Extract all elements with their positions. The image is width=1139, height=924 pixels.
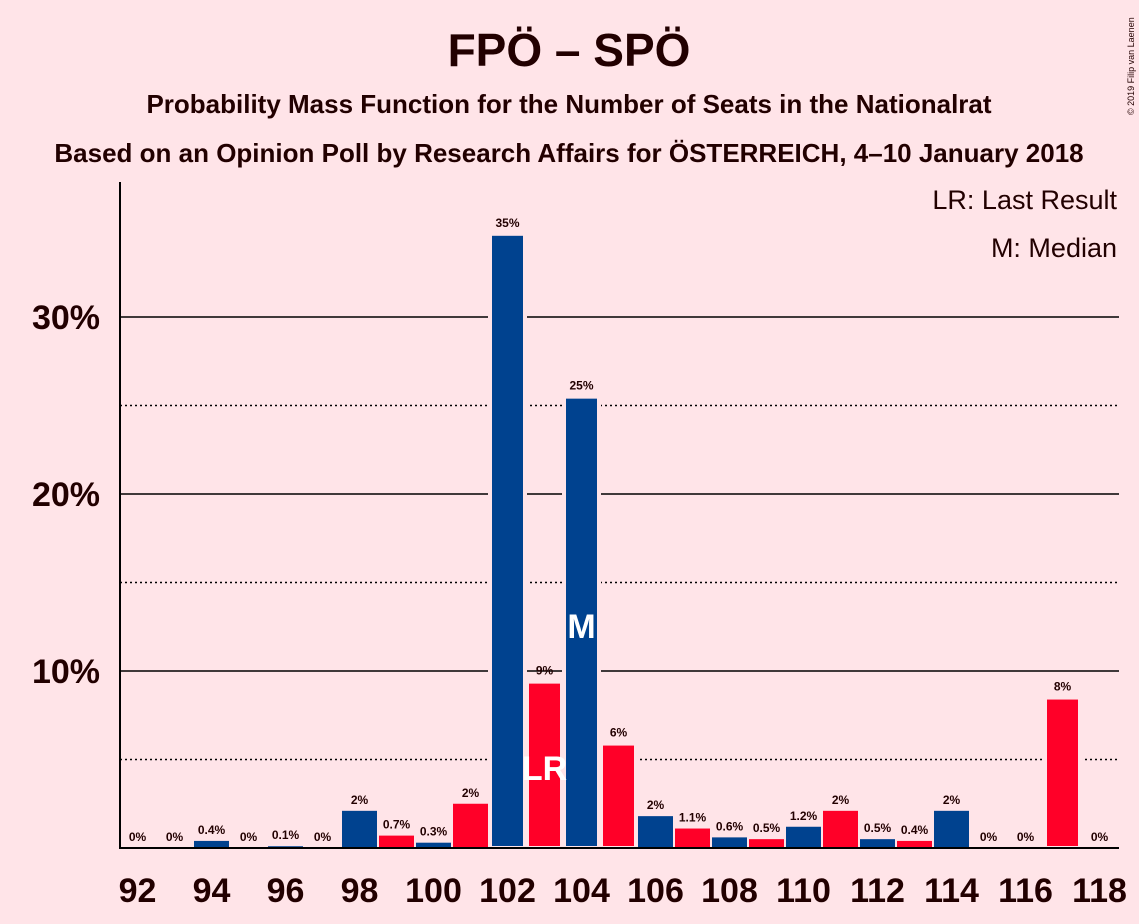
data-label-115: 0% xyxy=(980,830,998,844)
data-label-110: 1.2% xyxy=(790,809,818,823)
x-tick-label: 92 xyxy=(119,872,157,910)
x-tick-label: 104 xyxy=(553,872,610,910)
data-label-114: 2% xyxy=(943,793,961,807)
data-label-107: 1.1% xyxy=(679,811,707,825)
y-tick-label: 30% xyxy=(32,299,100,337)
data-label-109: 0.5% xyxy=(753,821,781,835)
data-label-100: 0.3% xyxy=(420,825,448,839)
data-label-108: 0.6% xyxy=(716,819,744,833)
x-tick-label: 96 xyxy=(267,872,305,910)
y-tick-label: 20% xyxy=(32,476,100,514)
data-label-94: 0.4% xyxy=(198,823,226,837)
bar-117 xyxy=(1043,695,1082,850)
data-labels: 0% 0% 0.4% 0% 0.1% 0% 2% 0.7% 0.3% 2% 35% 9% 25% 6% 2%… xyxy=(129,216,1109,844)
x-tick-label: 98 xyxy=(341,872,379,910)
data-label-104: 25% xyxy=(569,379,593,393)
bar-markers: LR M xyxy=(522,608,596,788)
data-label-113: 0.4% xyxy=(901,823,929,837)
copyright-note: © 2019 Filip van Laenen xyxy=(1126,17,1136,115)
bar-110 xyxy=(786,826,821,848)
chart-subtitle: Probability Mass Function for the Number… xyxy=(146,89,991,119)
bar-114 xyxy=(934,810,969,848)
data-label-111: 2% xyxy=(832,793,850,807)
chart-subtitle-poll: Based on an Opinion Poll by Research Aff… xyxy=(54,138,1083,168)
x-tick-label: 114 xyxy=(924,872,979,910)
bar-108 xyxy=(712,837,747,848)
bar-101 xyxy=(453,803,488,848)
bar-100 xyxy=(416,842,451,848)
x-tick-label: 118 xyxy=(1072,872,1127,910)
data-label-98: 2% xyxy=(351,793,369,807)
data-label-102: 35% xyxy=(495,216,519,230)
bar-111 xyxy=(823,810,858,848)
bar-112 xyxy=(860,839,895,848)
y-tick-label: 10% xyxy=(32,653,100,691)
marker-m: M xyxy=(567,608,595,646)
x-axis-ticks: 92 94 96 98 100 102 104 106 108 110 112 114 116 118 xyxy=(119,872,1127,910)
x-tick-label: 100 xyxy=(405,872,462,910)
bar-94 xyxy=(194,840,229,848)
x-tick-label: 102 xyxy=(479,872,536,910)
data-label-106: 2% xyxy=(647,798,665,812)
bar-113 xyxy=(897,840,932,848)
x-tick-label: 110 xyxy=(776,872,831,910)
data-label-118: 0% xyxy=(1091,830,1109,844)
x-tick-label: 108 xyxy=(701,872,758,910)
bar-109 xyxy=(749,839,784,848)
x-tick-label: 106 xyxy=(627,872,684,910)
y-axis-ticks: 10% 20% 30% xyxy=(32,299,100,691)
data-label-97: 0% xyxy=(314,830,332,844)
data-label-103: 9% xyxy=(536,664,554,678)
marker-lr: LR xyxy=(522,750,567,788)
legend-last-result: LR: Last Result xyxy=(932,185,1117,215)
chart-title: FPÖ – SPÖ xyxy=(448,24,691,76)
x-tick-label: 116 xyxy=(998,872,1053,910)
data-label-92: 0% xyxy=(129,830,147,844)
bar-98 xyxy=(342,810,377,848)
x-tick-label: 112 xyxy=(850,872,905,910)
x-tick-label: 94 xyxy=(193,872,231,910)
data-label-112: 0.5% xyxy=(864,821,892,835)
bar-105 xyxy=(599,741,638,851)
bar-99 xyxy=(379,835,414,848)
data-label-93: 0% xyxy=(166,830,184,844)
data-label-99: 0.7% xyxy=(383,818,411,832)
bar-107 xyxy=(675,828,710,848)
data-label-95: 0% xyxy=(240,830,258,844)
legend-median: M: Median xyxy=(991,233,1117,263)
data-label-116: 0% xyxy=(1017,830,1035,844)
bar-104 xyxy=(562,394,601,850)
data-label-117: 8% xyxy=(1054,680,1072,694)
data-label-105: 6% xyxy=(610,726,628,740)
gridlines xyxy=(120,316,1119,761)
bar-106 xyxy=(638,816,673,848)
bar-series xyxy=(194,231,1082,851)
data-label-101: 2% xyxy=(462,786,480,800)
data-label-96: 0.1% xyxy=(272,828,300,842)
bar-102 xyxy=(488,231,527,850)
